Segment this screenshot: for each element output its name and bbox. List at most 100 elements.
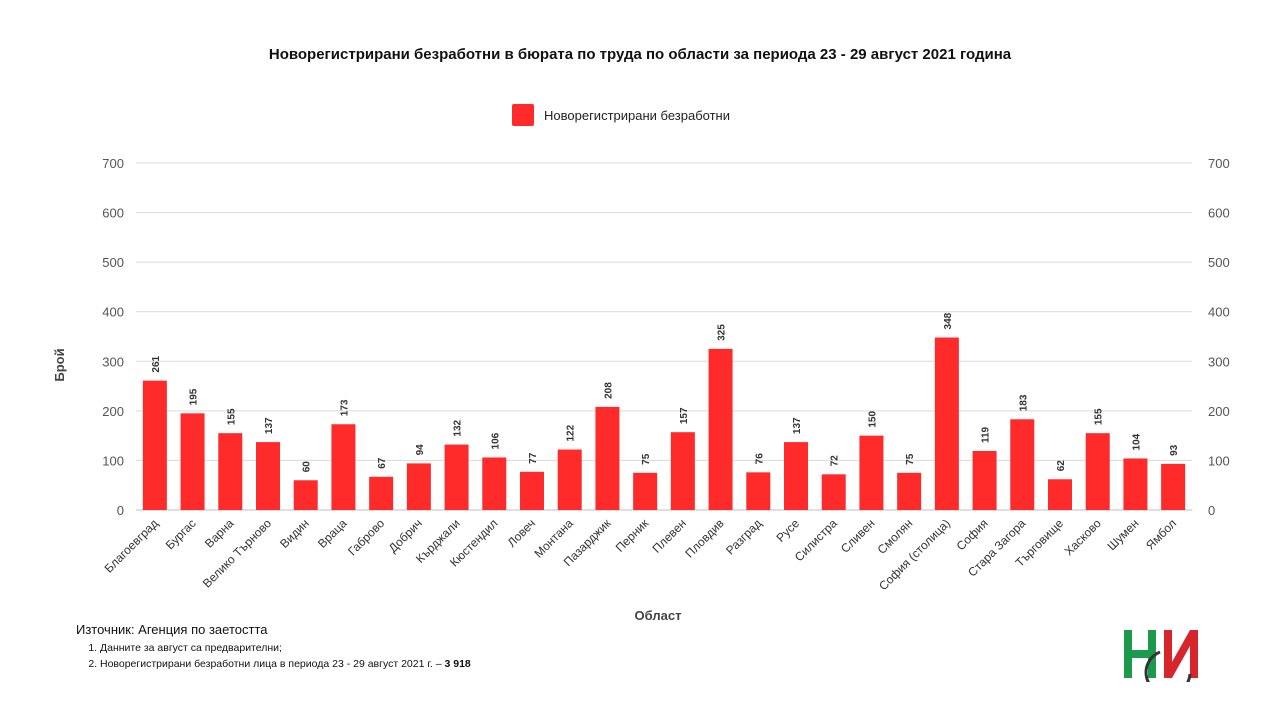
bar xyxy=(784,442,808,510)
data-label: 155 xyxy=(1094,408,1105,425)
y-axis-title: Брой xyxy=(52,348,67,381)
data-label: 132 xyxy=(453,419,464,436)
y-tick-label-right: 300 xyxy=(1208,354,1230,369)
bar xyxy=(218,433,243,510)
x-tick-label: Ямбол xyxy=(1143,516,1179,552)
bar xyxy=(1123,458,1148,510)
bar xyxy=(972,451,997,510)
bar xyxy=(406,463,431,510)
bar xyxy=(595,406,620,510)
y-tick-label-right: 100 xyxy=(1208,453,1230,468)
bar xyxy=(482,457,507,510)
y-tick-label-left: 700 xyxy=(102,156,124,171)
data-label: 119 xyxy=(981,426,992,443)
data-label: 183 xyxy=(1018,394,1029,411)
data-label: 106 xyxy=(490,432,501,449)
bar xyxy=(444,444,469,510)
x-axis-title: Област xyxy=(635,608,682,623)
y-axis-left: 0 100 200 300 400 500 600 700 xyxy=(102,156,124,518)
bar xyxy=(520,471,544,510)
data-label: 67 xyxy=(377,457,388,469)
x-tick-label: Шумен xyxy=(1104,516,1141,553)
data-label: 76 xyxy=(754,453,765,465)
bar xyxy=(256,442,280,510)
data-label: 150 xyxy=(867,411,878,428)
x-tick-label: Пловдив xyxy=(682,516,726,560)
y-axis-right: 0 100 200 300 400 500 600 700 xyxy=(1208,156,1230,518)
y-tick-label-left: 100 xyxy=(102,453,124,468)
bar xyxy=(934,337,959,510)
x-tick-label: Перник xyxy=(613,516,652,555)
x-tick-label: Сливен xyxy=(838,516,878,556)
bar xyxy=(859,435,884,510)
bar xyxy=(142,380,167,510)
bars xyxy=(142,337,1186,510)
bar xyxy=(1085,433,1110,510)
bar xyxy=(670,432,695,510)
y-tick-label-left: 500 xyxy=(102,255,124,270)
bar xyxy=(1161,463,1186,510)
x-tick-label: Видин xyxy=(277,516,312,551)
footnote-item: Данните за август са предварителни; xyxy=(100,642,471,654)
data-label: 72 xyxy=(830,455,841,467)
y-tick-label-right: 200 xyxy=(1208,404,1230,419)
bar xyxy=(331,424,356,510)
x-tick-label: Благоевград xyxy=(102,516,161,575)
data-label: 348 xyxy=(943,312,954,329)
footnote-item: Новорегистрирани безработни лица в перио… xyxy=(100,658,471,670)
data-label: 62 xyxy=(1056,460,1067,472)
bar xyxy=(557,449,582,510)
x-tick-label: Ловеч xyxy=(505,516,538,549)
legend-swatch xyxy=(512,104,534,126)
data-label: 75 xyxy=(905,453,916,465)
bar xyxy=(369,476,394,510)
data-label: 261 xyxy=(151,355,162,372)
y-tick-label-right: 400 xyxy=(1208,305,1230,320)
data-label: 122 xyxy=(566,424,577,441)
bar xyxy=(821,474,846,510)
bar xyxy=(897,472,922,510)
x-tick-label: Хасково xyxy=(1062,516,1104,558)
y-tick-label-left: 0 xyxy=(117,503,124,518)
x-tick-label: Бургас xyxy=(163,516,199,552)
data-label: 208 xyxy=(603,382,614,399)
bar xyxy=(708,348,733,510)
footnotes: Данните за август са предварителни; Ново… xyxy=(80,642,471,674)
legend-label: Новорегистрирани безработни xyxy=(544,107,730,123)
y-tick-label-right: 600 xyxy=(1208,206,1230,221)
bar xyxy=(1010,419,1035,510)
y-tick-label-right: 700 xyxy=(1208,156,1230,171)
x-tick-label: Габрово xyxy=(345,516,387,558)
x-tick-label: София (столица) xyxy=(876,516,953,593)
data-label: 94 xyxy=(415,444,426,456)
x-tick-label: Враца xyxy=(315,516,350,551)
x-tick-label: Варна xyxy=(202,516,237,551)
nsi-logo xyxy=(1124,630,1198,682)
source-text: Източник: Агенция по заетостта xyxy=(76,622,268,637)
bar xyxy=(1048,479,1072,510)
data-label: 173 xyxy=(339,399,350,416)
y-tick-label-left: 400 xyxy=(102,305,124,320)
data-label: 104 xyxy=(1131,433,1142,450)
data-label: 137 xyxy=(792,417,803,434)
bar xyxy=(293,480,318,510)
x-tick-label: Русе xyxy=(773,516,802,545)
data-label: 325 xyxy=(717,324,728,341)
y-tick-label-left: 300 xyxy=(102,354,124,369)
data-label: 60 xyxy=(302,461,313,473)
data-labels: 261 195 155 137 60 173 67 94 132 106 77 122 208 75 157… xyxy=(151,312,1180,472)
data-label: 93 xyxy=(1169,444,1180,456)
data-label: 75 xyxy=(641,453,652,465)
bar xyxy=(633,472,658,510)
x-tick-label: Велико Търново xyxy=(200,516,275,591)
x-tick-label: София xyxy=(954,516,991,553)
data-label: 157 xyxy=(679,407,690,424)
data-label: 77 xyxy=(528,452,539,464)
chart-title: Новорегистрирани безработни в бюрата по … xyxy=(268,46,1012,63)
bar xyxy=(180,413,205,510)
legend: Новорегистрирани безработни xyxy=(512,104,730,126)
x-tick-label: Разград xyxy=(723,516,764,557)
data-label: 137 xyxy=(264,417,275,434)
